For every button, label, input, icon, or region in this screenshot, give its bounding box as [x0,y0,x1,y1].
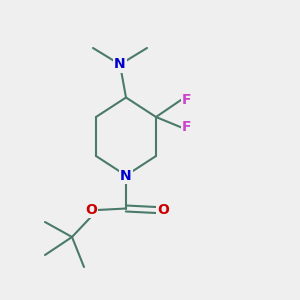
Text: F: F [182,121,192,134]
Text: N: N [114,58,126,71]
Text: O: O [157,203,169,217]
Text: N: N [120,169,132,182]
Text: O: O [85,203,97,217]
Text: F: F [182,93,192,106]
